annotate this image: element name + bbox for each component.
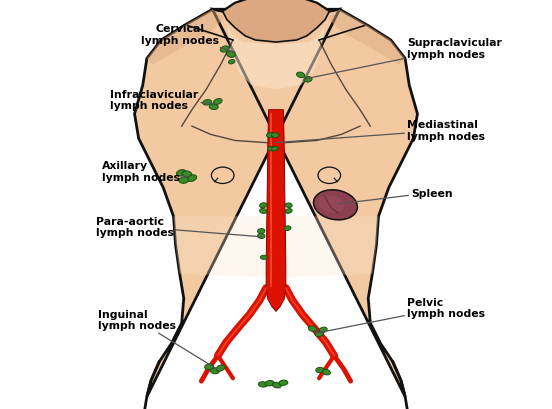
- Text: Supraclavicular
lymph nodes: Supraclavicular lymph nodes: [305, 38, 502, 80]
- Polygon shape: [173, 217, 379, 278]
- Ellipse shape: [226, 52, 235, 58]
- Text: Spleen: Spleen: [337, 188, 453, 204]
- Polygon shape: [222, 0, 330, 43]
- Ellipse shape: [210, 368, 219, 374]
- Ellipse shape: [272, 147, 278, 152]
- Ellipse shape: [177, 170, 186, 177]
- Ellipse shape: [285, 209, 292, 214]
- Ellipse shape: [318, 196, 344, 213]
- Ellipse shape: [209, 105, 218, 110]
- Ellipse shape: [314, 190, 357, 220]
- Ellipse shape: [285, 203, 292, 208]
- Ellipse shape: [182, 171, 192, 178]
- Ellipse shape: [220, 47, 229, 53]
- Ellipse shape: [279, 380, 288, 386]
- Ellipse shape: [261, 256, 267, 260]
- Polygon shape: [147, 10, 225, 65]
- Ellipse shape: [179, 178, 189, 184]
- Text: Cervical
lymph nodes: Cervical lymph nodes: [141, 24, 235, 53]
- Ellipse shape: [216, 365, 225, 371]
- Polygon shape: [327, 10, 405, 65]
- Polygon shape: [227, 25, 325, 90]
- Ellipse shape: [315, 331, 323, 337]
- Ellipse shape: [268, 147, 274, 151]
- Text: Mediastinal
lymph nodes: Mediastinal lymph nodes: [276, 120, 485, 143]
- Ellipse shape: [214, 99, 222, 105]
- Ellipse shape: [203, 100, 211, 106]
- Text: Para-aortic
lymph nodes: Para-aortic lymph nodes: [95, 216, 262, 238]
- Polygon shape: [135, 0, 417, 397]
- Text: Axillary
lymph nodes: Axillary lymph nodes: [102, 161, 188, 182]
- Ellipse shape: [265, 380, 274, 386]
- Ellipse shape: [205, 364, 214, 370]
- Ellipse shape: [309, 326, 316, 332]
- Text: Pelvic
lymph nodes: Pelvic lymph nodes: [316, 297, 485, 333]
- Ellipse shape: [258, 229, 265, 234]
- Ellipse shape: [258, 234, 265, 239]
- Ellipse shape: [258, 382, 267, 387]
- Ellipse shape: [272, 133, 279, 138]
- Ellipse shape: [296, 73, 305, 79]
- Ellipse shape: [272, 382, 282, 388]
- Ellipse shape: [322, 369, 331, 375]
- Text: Infraclavicular
lymph nodes: Infraclavicular lymph nodes: [110, 90, 215, 111]
- Ellipse shape: [284, 226, 291, 231]
- Ellipse shape: [229, 61, 235, 65]
- Ellipse shape: [187, 175, 197, 182]
- Polygon shape: [266, 110, 286, 312]
- Ellipse shape: [267, 133, 274, 138]
- Text: Inguinal
lymph nodes: Inguinal lymph nodes: [98, 309, 216, 369]
- Ellipse shape: [319, 327, 327, 333]
- Ellipse shape: [259, 203, 267, 208]
- Ellipse shape: [304, 77, 312, 83]
- Ellipse shape: [259, 209, 267, 214]
- Ellipse shape: [316, 367, 324, 373]
